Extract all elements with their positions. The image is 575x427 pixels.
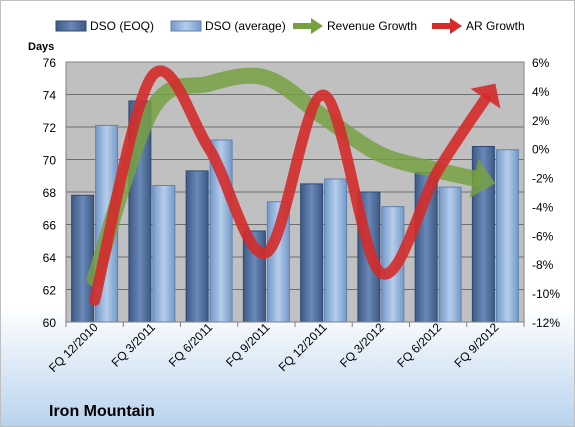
left-tick-label: 74 [43, 89, 57, 103]
right-tick-label: 0% [532, 143, 550, 157]
left-tick-label: 72 [43, 121, 57, 135]
left-tick-label: 60 [43, 316, 57, 330]
left-tick-label: 70 [43, 154, 57, 168]
left-axis-title: Days [28, 41, 54, 53]
chart-title: Iron Mountain [49, 403, 155, 420]
legend: DSO (EOQ) DSO (average) Revenue Growth AR G… [55, 18, 525, 34]
right-tick-label: 6% [532, 56, 550, 70]
bar-dso-average [438, 186, 462, 323]
right-tick-label: -12% [532, 316, 560, 330]
legend-label-ar-growth: AR Growth [466, 19, 525, 33]
bar-dso-eoq [300, 183, 324, 323]
arrowhead-revenue-growth [469, 158, 496, 198]
right-tick-label: 2% [532, 114, 550, 128]
right-tick-label: 4% [532, 85, 550, 99]
left-tick-label: 76 [43, 56, 57, 70]
chart-marks [71, 65, 519, 323]
right-tick-label: -2% [532, 172, 554, 186]
legend-swatch-dso-eoq- [55, 20, 87, 32]
legend-arrow-revenue-growth [311, 18, 323, 34]
legend-label-dso-eoq-: DSO (EOQ) [90, 19, 154, 33]
legend-swatch-dso-average- [170, 20, 202, 32]
bar-dso-eoq [185, 170, 209, 323]
bar-dso-average [324, 178, 348, 323]
right-tick-label: -10% [532, 287, 560, 301]
line-revenue-growth [86, 67, 482, 287]
line-ar-growth [89, 65, 491, 306]
left-tick-label: 66 [43, 219, 57, 233]
left-tick-label: 68 [43, 186, 57, 200]
arrowhead-ar-growth [470, 83, 501, 109]
left-tick-label: 62 [43, 284, 57, 298]
right-tick-label: -8% [532, 258, 554, 272]
left-tick-label: 64 [43, 251, 57, 265]
legend-label-revenue-growth: Revenue Growth [327, 19, 417, 33]
bar-dso-average [152, 185, 176, 323]
bar-dso-average [495, 149, 519, 323]
legend-label-dso-average-: DSO (average) [205, 19, 286, 33]
legend-arrow-ar-growth [450, 18, 462, 34]
right-tick-label: -6% [532, 229, 554, 243]
right-tick-label: -4% [532, 200, 554, 214]
